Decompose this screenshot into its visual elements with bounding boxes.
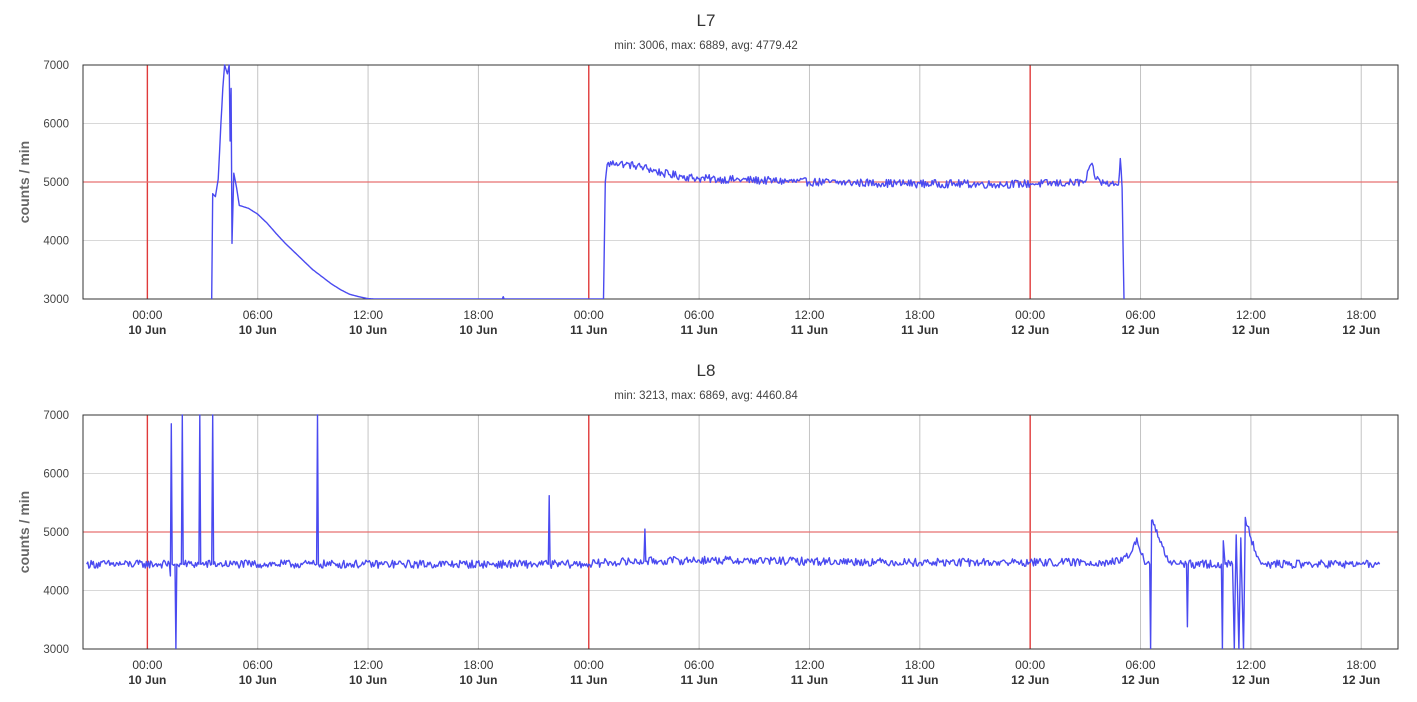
chart-subtitle: min: 3006, max: 6889, avg: 4779.42 bbox=[614, 40, 797, 52]
x-tick-time-label: 12:00 bbox=[794, 308, 824, 322]
chart-subtitle: min: 3213, max: 6869, avg: 4460.84 bbox=[614, 390, 798, 402]
x-tick-time-label: 12:00 bbox=[353, 658, 383, 672]
chart-l7: L7 min: 3006, max: 6889, avg: 4779.42 co… bbox=[16, 11, 1399, 337]
x-tick-date-label: 10 Jun bbox=[239, 323, 277, 337]
y-tick-label: 5000 bbox=[43, 177, 69, 189]
x-tick-time-label: 06:00 bbox=[684, 308, 714, 322]
y-axis-label: counts / min bbox=[16, 491, 32, 573]
chart-title: L8 bbox=[697, 361, 716, 380]
x-tick-date-label: 10 Jun bbox=[349, 673, 387, 687]
x-tick-time-label: 00:00 bbox=[1015, 658, 1045, 672]
x-tick-date-label: 11 Jun bbox=[791, 323, 828, 337]
x-tick-date-label: 10 Jun bbox=[128, 323, 166, 337]
x-tick-time-label: 12:00 bbox=[1236, 308, 1266, 322]
x-tick-date-label: 10 Jun bbox=[349, 323, 387, 337]
y-tick-label: 4000 bbox=[43, 586, 69, 598]
x-tick-time-label: 00:00 bbox=[574, 308, 604, 322]
x-tick-time-label: 00:00 bbox=[132, 308, 162, 322]
x-tick-date-label: 11 Jun bbox=[680, 673, 717, 687]
x-tick-date-label: 12 Jun bbox=[1342, 673, 1380, 687]
y-tick-label: 3000 bbox=[43, 644, 69, 656]
x-tick-time-label: 00:00 bbox=[1015, 308, 1045, 322]
series-line bbox=[86, 414, 1381, 649]
x-tick-date-label: 11 Jun bbox=[901, 323, 938, 337]
x-tick-date-label: 12 Jun bbox=[1122, 673, 1160, 687]
x-tick-date-label: 11 Jun bbox=[570, 673, 607, 687]
chart-l8: L8 min: 3213, max: 6869, avg: 4460.84 co… bbox=[16, 361, 1399, 687]
x-tick-date-label: 12 Jun bbox=[1232, 673, 1270, 687]
x-tick-time-label: 18:00 bbox=[463, 658, 493, 672]
x-tick-time-label: 00:00 bbox=[132, 658, 162, 672]
x-tick-time-label: 00:00 bbox=[574, 658, 604, 672]
x-tick-date-label: 11 Jun bbox=[680, 323, 717, 337]
x-tick-date-label: 12 Jun bbox=[1342, 323, 1380, 337]
x-tick-time-label: 06:00 bbox=[684, 658, 714, 672]
series-line bbox=[211, 64, 1125, 299]
x-tick-date-label: 12 Jun bbox=[1011, 673, 1049, 687]
y-tick-label: 6000 bbox=[43, 469, 69, 481]
x-tick-time-label: 18:00 bbox=[1346, 658, 1376, 672]
x-tick-time-label: 06:00 bbox=[243, 308, 273, 322]
x-tick-time-label: 06:00 bbox=[1126, 308, 1156, 322]
x-tick-date-label: 10 Jun bbox=[128, 673, 166, 687]
x-tick-time-label: 18:00 bbox=[905, 658, 935, 672]
x-tick-time-label: 18:00 bbox=[463, 308, 493, 322]
y-tick-label: 7000 bbox=[43, 410, 69, 422]
plot-frame bbox=[82, 64, 1399, 300]
y-tick-label: 5000 bbox=[43, 527, 69, 539]
x-tick-time-label: 12:00 bbox=[1236, 658, 1266, 672]
x-tick-date-label: 12 Jun bbox=[1122, 323, 1160, 337]
x-tick-time-label: 18:00 bbox=[905, 308, 935, 322]
x-tick-date-label: 12 Jun bbox=[1011, 323, 1049, 337]
y-tick-label: 3000 bbox=[43, 294, 69, 306]
x-tick-time-label: 12:00 bbox=[794, 658, 824, 672]
x-tick-date-label: 12 Jun bbox=[1232, 323, 1270, 337]
y-axis-label: counts / min bbox=[16, 141, 32, 223]
x-tick-time-label: 06:00 bbox=[243, 658, 273, 672]
y-tick-label: 7000 bbox=[43, 60, 69, 72]
x-tick-date-label: 11 Jun bbox=[791, 673, 828, 687]
y-tick-label: 6000 bbox=[43, 119, 69, 131]
x-tick-date-label: 10 Jun bbox=[239, 673, 277, 687]
x-tick-date-label: 10 Jun bbox=[459, 323, 497, 337]
x-tick-date-label: 11 Jun bbox=[901, 673, 938, 687]
x-tick-date-label: 11 Jun bbox=[570, 323, 607, 337]
x-tick-time-label: 12:00 bbox=[353, 308, 383, 322]
y-tick-label: 4000 bbox=[43, 236, 69, 248]
x-tick-date-label: 10 Jun bbox=[459, 673, 497, 687]
x-tick-time-label: 18:00 bbox=[1346, 308, 1376, 322]
chart-title: L7 bbox=[697, 11, 716, 30]
x-tick-time-label: 06:00 bbox=[1126, 658, 1156, 672]
plot-frame bbox=[82, 414, 1399, 650]
